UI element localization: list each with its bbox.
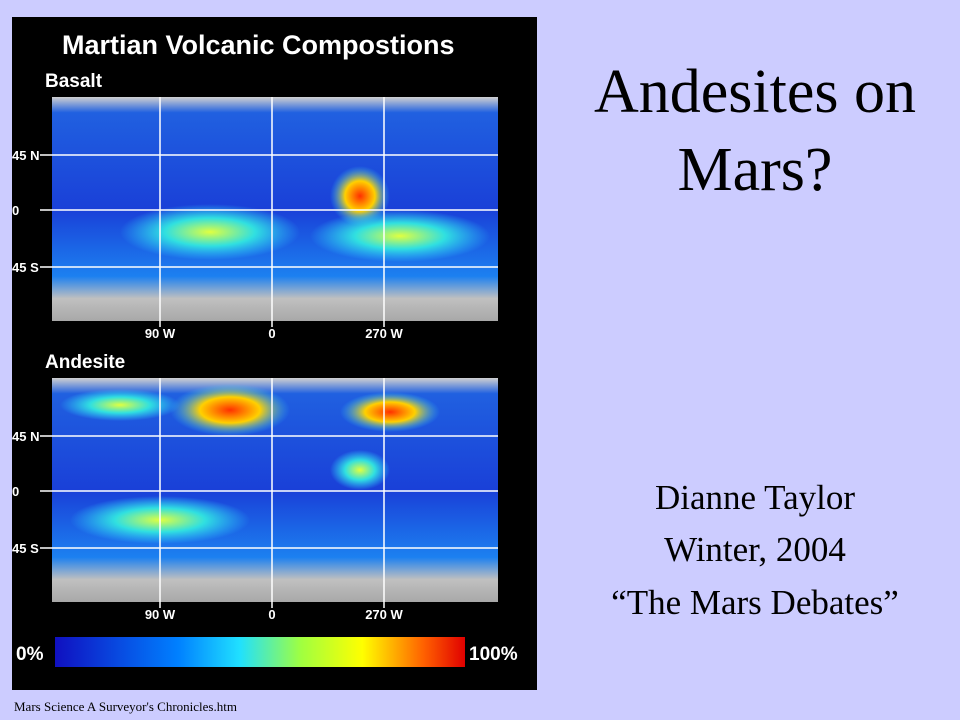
lon-label: 0 <box>268 326 275 341</box>
map-feature <box>310 210 490 262</box>
lat-label: 0 <box>12 484 19 499</box>
subtitle: “The Mars Debates” <box>611 583 899 622</box>
slide-title: Mars? <box>678 136 833 204</box>
lat-label: 45 S <box>12 260 39 275</box>
map-feature <box>60 389 180 421</box>
map-feature <box>330 450 390 490</box>
map-feature <box>340 392 440 432</box>
lon-label: 90 W <box>145 607 176 622</box>
lon-label: 270 W <box>365 607 403 622</box>
panel-label: Andesite <box>45 352 125 373</box>
lon-label: 90 W <box>145 326 176 341</box>
scale-max: 100% <box>469 644 518 665</box>
lat-label: 45 N <box>12 148 39 163</box>
footer: Mars Science A Surveyor's Chronicles.htm <box>14 699 237 714</box>
lat-label: 45 N <box>12 429 39 444</box>
author: Dianne Taylor <box>655 478 855 517</box>
color-scale <box>55 637 465 667</box>
map-feature <box>120 204 300 260</box>
map <box>52 97 498 321</box>
map-feature <box>330 166 390 226</box>
date: Winter, 2004 <box>664 530 846 569</box>
lon-label: 0 <box>268 607 275 622</box>
panel-label: Basalt <box>45 71 103 92</box>
slide-title: Andesites on <box>594 58 916 126</box>
lat-label: 45 S <box>12 541 39 556</box>
map-feature <box>170 384 290 436</box>
lon-label: 270 W <box>365 326 403 341</box>
figure-title: Martian Volcanic Compostions <box>62 30 455 60</box>
scale-min: 0% <box>16 644 44 665</box>
lat-label: 0 <box>12 203 19 218</box>
